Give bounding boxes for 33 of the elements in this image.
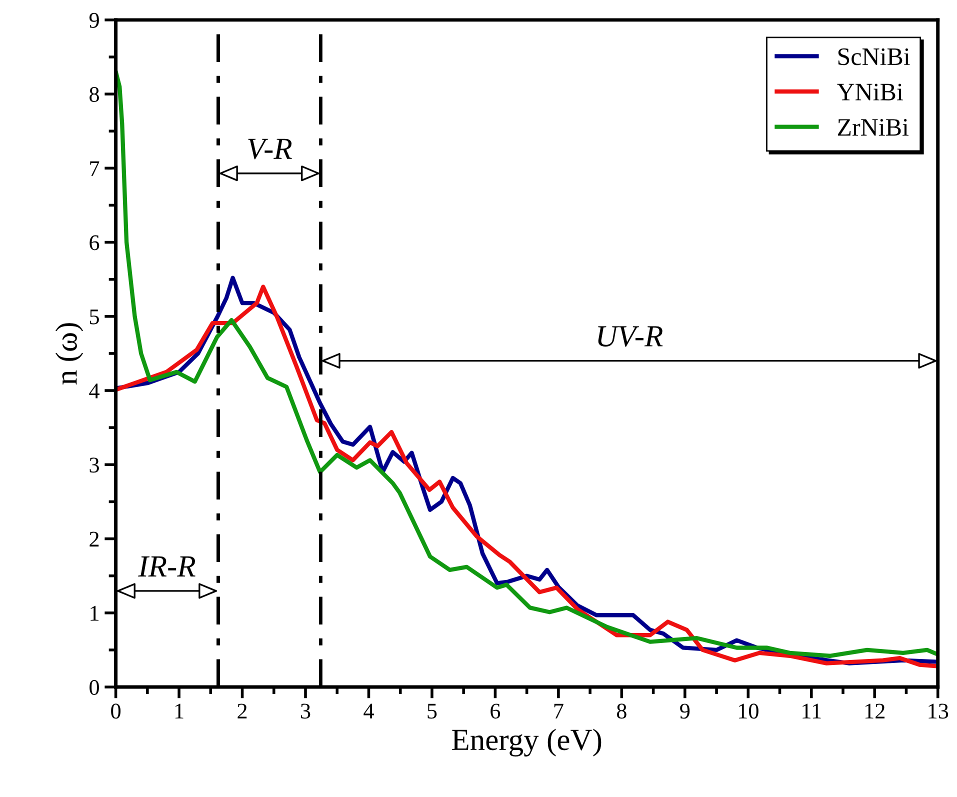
x-tick-label: 13 [928, 704, 948, 719]
x-tick-label: 12 [865, 704, 885, 718]
x-tick-label: 7 [554, 704, 564, 718]
annotation: V-R [248, 138, 292, 160]
y-axis-title: n (ω) [55, 323, 84, 384]
x-tick-label: 1 [175, 704, 184, 718]
y-tick-label: 5 [90, 310, 99, 324]
y-tick-label: 0 [90, 680, 99, 695]
legend-label: ZrNiBi [838, 119, 908, 136]
x-tick-label: 0 [111, 704, 121, 719]
x-tick-label: 2 [238, 704, 247, 718]
y-tick-label: 4 [89, 384, 100, 398]
legend-label: YNiBi [837, 84, 903, 100]
x-tick-label: 4 [364, 704, 374, 718]
x-axis-title: Energy (eV) [452, 728, 602, 756]
x-tick-label: 9 [680, 704, 690, 719]
x-tick-label: 8 [616, 704, 626, 719]
annotation: IR-R [138, 556, 196, 576]
x-tick-label: 5 [428, 704, 437, 719]
x-tick-label: 3 [301, 704, 310, 719]
x-tick-label: 11 [802, 704, 821, 718]
y-tick-label: 1 [90, 606, 98, 621]
y-tick-label: 8 [90, 86, 99, 102]
x-tick-label: 10 [738, 704, 758, 719]
x-tick-label: 6 [490, 704, 500, 719]
y-tick-label: 6 [90, 235, 100, 250]
annotation: UV-R [598, 326, 663, 347]
y-tick-label: 7 [90, 161, 100, 176]
y-tick-label: 2 [90, 532, 99, 546]
y-tick-label: 9 [89, 12, 99, 28]
y-tick-label: 3 [90, 458, 99, 473]
legend-label: ScNiBi [838, 48, 910, 66]
line-series [116, 70, 938, 658]
